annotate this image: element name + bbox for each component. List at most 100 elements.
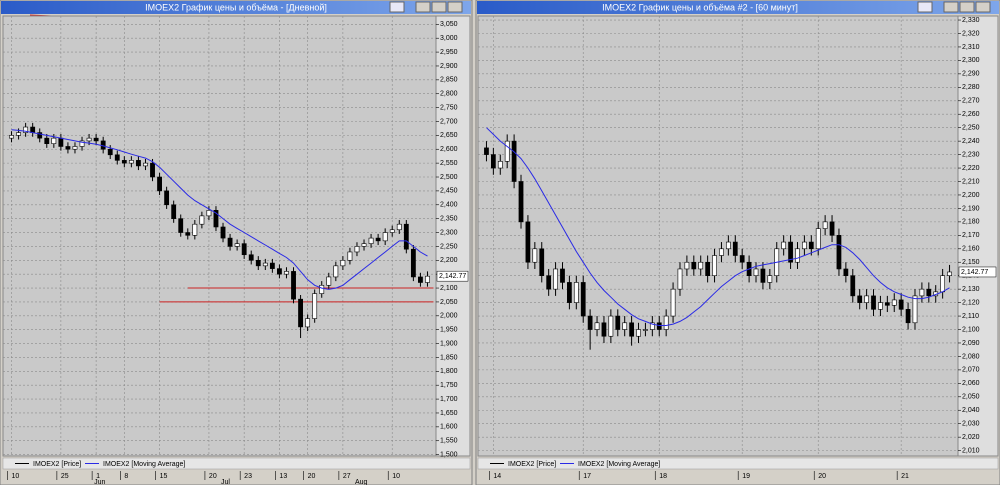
- candle-body: [484, 147, 489, 155]
- candle-body: [347, 251, 353, 261]
- edit-button[interactable]: [917, 1, 933, 13]
- candle-body: [333, 265, 339, 278]
- candle-body: [389, 229, 395, 233]
- candle-body: [382, 232, 388, 242]
- minimize-button[interactable]: [415, 1, 431, 13]
- y-tick-label: 2,100: [440, 285, 458, 292]
- candle-body: [753, 268, 759, 276]
- candle-body: [497, 161, 503, 169]
- candle-body: [525, 221, 531, 263]
- y-tick-label: 2,500: [440, 174, 458, 181]
- y-tick-label: 2,850: [440, 77, 458, 84]
- candle-body: [539, 248, 545, 276]
- y-tick-label: 2,020: [962, 434, 980, 441]
- candle-body: [143, 162, 148, 167]
- candle-body: [850, 275, 856, 297]
- title-bar: [1, 1, 471, 14]
- maximize-button[interactable]: [959, 1, 975, 13]
- candle-body: [128, 160, 134, 164]
- y-tick-label: 3,050: [440, 21, 458, 28]
- y-tick-label: 2,120: [962, 299, 980, 306]
- y-tick-label: 2,700: [440, 118, 458, 125]
- candle-body: [164, 190, 170, 206]
- candle-body: [884, 302, 890, 306]
- y-tick-label: 1,600: [440, 424, 458, 431]
- y-tick-label: 2,250: [962, 125, 980, 132]
- moving-average-line: [11, 129, 428, 290]
- candle-body: [691, 261, 697, 270]
- legend-label: IMOEX2 [Moving Average]: [103, 461, 185, 468]
- x-tick-label: 10: [392, 473, 400, 480]
- candle-body: [93, 137, 99, 142]
- edit-button[interactable]: [389, 1, 405, 13]
- candle-body: [58, 137, 64, 147]
- candle-body: [227, 237, 233, 247]
- candle-body: [178, 218, 184, 233]
- y-tick-label: 2,130: [962, 286, 980, 293]
- candle-body: [898, 299, 904, 310]
- close-button[interactable]: [975, 1, 991, 13]
- candle-body: [375, 237, 381, 242]
- y-tick-label: 1,900: [440, 340, 458, 347]
- candle-body: [567, 282, 572, 303]
- y-tick-label: 1,550: [440, 438, 458, 445]
- candle-body: [843, 268, 849, 276]
- candle-body: [403, 223, 409, 250]
- candle-body: [636, 329, 641, 337]
- minimize-button[interactable]: [943, 1, 959, 13]
- close-button[interactable]: [447, 1, 463, 13]
- y-tick-label: 1,750: [440, 382, 458, 389]
- candle-body: [361, 243, 367, 247]
- y-tick-label: 2,330: [962, 17, 980, 24]
- candle-body: [573, 282, 579, 303]
- maximize-button[interactable]: [431, 1, 447, 13]
- candle-body: [580, 282, 586, 317]
- y-tick-label: 2,350: [440, 215, 458, 222]
- candle-body: [629, 322, 634, 337]
- y-tick-label: 2,050: [962, 394, 980, 401]
- candle-body: [312, 293, 318, 319]
- y-tick-label: 2,800: [440, 91, 458, 98]
- y-tick-label: 2,450: [440, 188, 458, 195]
- candle-body: [795, 248, 800, 263]
- candle-body: [663, 315, 669, 330]
- candle-body: [802, 241, 807, 250]
- candle-body: [396, 223, 402, 231]
- y-tick-label: 2,110: [962, 313, 979, 320]
- candle-body: [255, 259, 261, 267]
- y-tick-label: 2,000: [440, 313, 458, 320]
- candle-body: [107, 148, 113, 156]
- candle-body: [725, 241, 731, 250]
- candle-body: [44, 137, 50, 144]
- candle-body: [284, 271, 289, 275]
- x-tick-label: 23: [244, 473, 252, 480]
- last-price-label: 2,142.77: [961, 269, 988, 276]
- month-label: Jul: [221, 479, 230, 485]
- candle-body: [16, 132, 21, 136]
- candle-body: [277, 268, 282, 275]
- candle-body: [698, 261, 704, 270]
- candle-body: [643, 329, 648, 331]
- y-tick-label: 2,270: [962, 98, 980, 105]
- candle-body: [926, 288, 932, 297]
- candle-body: [518, 181, 524, 223]
- candle-body: [241, 243, 247, 256]
- y-tick-label: 2,250: [440, 243, 458, 250]
- x-tick-label: 15: [160, 473, 168, 480]
- x-tick-label: 18: [659, 473, 667, 480]
- y-tick-label: 1,700: [440, 396, 458, 403]
- candle-body: [37, 132, 43, 139]
- y-tick-label: 2,300: [962, 57, 980, 64]
- moving-average-line: [486, 127, 950, 326]
- y-tick-label: 2,400: [440, 202, 458, 209]
- candle-body: [72, 146, 78, 150]
- candle-body: [269, 262, 275, 269]
- y-tick-label: 2,200: [440, 257, 458, 264]
- x-tick-label: 21: [901, 473, 909, 480]
- y-tick-label: 2,240: [962, 138, 980, 145]
- x-tick-label: 14: [493, 473, 501, 480]
- candle-body: [114, 154, 120, 161]
- candle-body: [23, 126, 29, 133]
- y-tick-label: 2,210: [962, 178, 980, 185]
- candle-body: [340, 259, 346, 267]
